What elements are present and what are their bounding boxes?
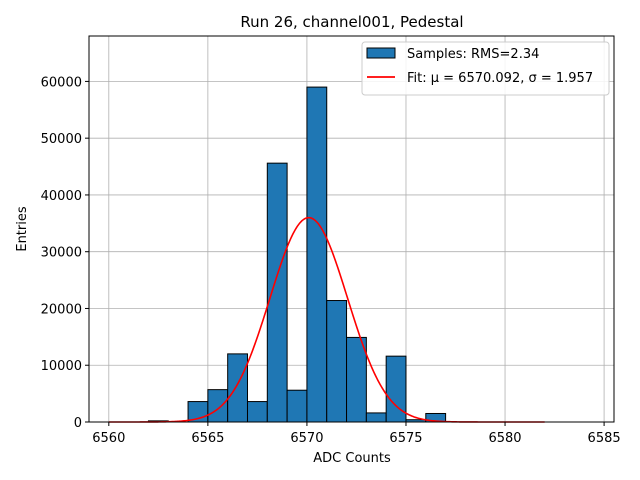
y-tick-label: 60000: [41, 75, 82, 90]
y-tick-label: 30000: [41, 246, 82, 261]
x-tick-label: 6580: [488, 431, 521, 446]
legend-fit-label: Fit: μ = 6570.092, σ = 1.957: [407, 71, 593, 86]
histogram-bars: [147, 86, 447, 423]
y-tick-label: 50000: [41, 132, 82, 147]
legend-samples-label: Samples: RMS=2.34: [407, 47, 539, 62]
y-axis-ticks: 0 10000 20000 30000 40000 50000 60000: [41, 75, 89, 431]
histogram-bar: [365, 412, 387, 423]
histogram-bar: [266, 162, 288, 423]
x-axis-label: ADC Counts: [313, 451, 391, 466]
legend-box: [361, 41, 610, 96]
histogram-bar: [286, 389, 308, 423]
histogram-bar: [346, 336, 367, 423]
histogram-bar: [326, 300, 348, 423]
x-tick-label: 6585: [588, 431, 621, 446]
y-tick-label: 0: [74, 416, 82, 431]
x-axis-ticks: 6560 6565 6570 6575 6580 6585: [92, 422, 621, 446]
x-tick-label: 6575: [389, 431, 422, 446]
histogram-bar: [246, 401, 268, 423]
y-tick-label: 40000: [41, 189, 82, 204]
legend: Samples: RMS=2.34 Fit: μ = 6570.092, σ =…: [361, 41, 610, 96]
y-tick-label: 10000: [41, 359, 82, 374]
histogram-bar: [207, 389, 229, 423]
plot-frame: [88, 35, 615, 423]
x-tick-label: 6570: [290, 431, 323, 446]
chart-title: Run 26, channel001, Pedestal: [240, 13, 463, 31]
x-tick-label: 6560: [92, 431, 125, 446]
y-axis-label: Entries: [15, 206, 30, 252]
y-tick-label: 20000: [41, 302, 82, 317]
legend-samples-swatch: [366, 47, 396, 59]
x-tick-label: 6565: [191, 431, 224, 446]
histogram-bar: [306, 86, 328, 423]
histogram-bar: [227, 353, 248, 423]
